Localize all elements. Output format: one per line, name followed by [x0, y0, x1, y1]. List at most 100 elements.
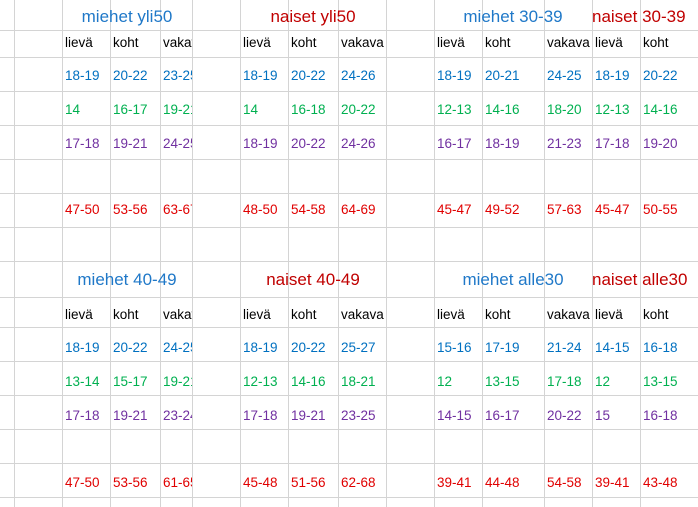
column-header: vakava — [341, 35, 384, 50]
value-cell: 19-21 — [163, 374, 192, 389]
grid-column-line — [592, 0, 593, 507]
value-cell: 19-21 — [163, 102, 192, 117]
grid-row-line — [0, 361, 698, 362]
value-cell: 23-25 — [163, 68, 192, 83]
grid-column-line — [386, 0, 387, 507]
column-header: vakava — [547, 35, 590, 50]
value-cell: 20-21 — [485, 68, 520, 83]
value-cell: 53-56 — [113, 475, 148, 490]
value-cell: 39-41 — [437, 475, 472, 490]
value-cell: 12-13 — [595, 102, 630, 117]
value-cell: 12 — [595, 374, 611, 389]
block-title: naiset alle30 — [592, 270, 688, 289]
value-cell: 24-26 — [341, 136, 376, 151]
block-title: miehet yli50 — [81, 7, 173, 26]
grid-column-line — [110, 0, 111, 507]
value-cell: 20-22 — [291, 340, 326, 355]
value-cell: 17-18 — [65, 136, 100, 151]
column-header: vakava — [341, 307, 384, 322]
value-cell: 17-18 — [595, 136, 630, 151]
value-cell: 53-56 — [113, 202, 148, 217]
column-header: koht — [113, 35, 139, 50]
value-cell: 14 — [65, 102, 81, 117]
grid-column-line — [192, 0, 193, 507]
value-cell: 17-19 — [485, 340, 520, 355]
value-cell: 50-55 — [643, 202, 678, 217]
value-cell: 14-16 — [485, 102, 520, 117]
value-cell: 13-15 — [643, 374, 678, 389]
block-title: miehet alle30 — [462, 270, 564, 289]
value-cell: 20-22 — [547, 408, 582, 423]
value-cell: 13-15 — [485, 374, 520, 389]
value-cell: 45-48 — [243, 475, 278, 490]
column-header: lievä — [437, 35, 465, 50]
value-cell: 12-13 — [437, 102, 472, 117]
column-header: koht — [113, 307, 139, 322]
value-cell: 19-21 — [113, 136, 148, 151]
value-cell: 21-23 — [547, 136, 582, 151]
value-cell: 18-19 — [485, 136, 520, 151]
value-cell: 18-20 — [547, 102, 582, 117]
column-header: vakava — [163, 307, 192, 322]
grid-row-line — [0, 297, 698, 298]
value-cell: 17-18 — [547, 374, 582, 389]
grid-row-line — [0, 497, 698, 498]
grid-column-line — [482, 0, 483, 507]
column-header: vakava — [163, 35, 192, 50]
value-cell: 44-48 — [485, 475, 520, 490]
grid-column-line — [640, 0, 641, 507]
value-cell: 18-19 — [437, 68, 472, 83]
value-cell: 19-21 — [113, 408, 148, 423]
value-cell: 18-19 — [243, 340, 278, 355]
grid-row-line — [0, 261, 698, 262]
value-cell: 14 — [243, 102, 259, 117]
grid-column-line — [14, 0, 15, 507]
column-header: koht — [291, 35, 317, 50]
grid-column-line — [544, 0, 545, 507]
value-cell: 15-17 — [113, 374, 148, 389]
column-header: vakava — [547, 307, 590, 322]
value-cell: 39-41 — [595, 475, 630, 490]
value-cell: 62-68 — [341, 475, 376, 490]
value-cell: 45-47 — [437, 202, 472, 217]
column-header: koht — [643, 307, 669, 322]
value-cell: 16-17 — [113, 102, 148, 117]
grid-column-line — [240, 0, 241, 507]
value-cell: 20-22 — [291, 136, 326, 151]
value-cell: 17-18 — [65, 408, 100, 423]
value-cell: 25-27 — [341, 340, 376, 355]
value-cell: 18-19 — [243, 68, 278, 83]
value-cell: 43-48 — [643, 475, 678, 490]
value-cell: 48-50 — [243, 202, 278, 217]
value-cell: 23-25 — [341, 408, 376, 423]
column-header: koht — [485, 307, 511, 322]
value-cell: 18-21 — [341, 374, 376, 389]
value-cell: 16-18 — [291, 102, 326, 117]
value-cell: 54-58 — [547, 475, 582, 490]
grid-column-line — [288, 0, 289, 507]
grid-row-line — [0, 57, 698, 58]
grid-row-line — [0, 30, 698, 31]
value-cell: 24-25 — [163, 340, 192, 355]
value-cell: 20-22 — [643, 68, 678, 83]
value-cell: 18-19 — [595, 68, 630, 83]
value-cell: 18-19 — [65, 68, 100, 83]
grid-column-line — [338, 0, 339, 507]
value-cell: 47-50 — [65, 202, 100, 217]
column-header: lievä — [595, 35, 623, 50]
value-cell: 14-15 — [595, 340, 630, 355]
value-cell: 24-25 — [547, 68, 582, 83]
grid-row-line — [0, 193, 698, 194]
value-cell: 14-16 — [291, 374, 326, 389]
value-cell: 64-69 — [341, 202, 376, 217]
value-cell: 24-26 — [341, 68, 376, 83]
value-cell: 18-19 — [65, 340, 100, 355]
value-cell: 19-21 — [291, 408, 326, 423]
value-cell: 14-15 — [437, 408, 472, 423]
value-cell: 12-13 — [243, 374, 278, 389]
value-cell: 15-16 — [437, 340, 472, 355]
block-title: miehet 40-49 — [77, 270, 177, 289]
column-header: lievä — [243, 35, 271, 50]
value-cell: 24-25 — [163, 136, 192, 151]
